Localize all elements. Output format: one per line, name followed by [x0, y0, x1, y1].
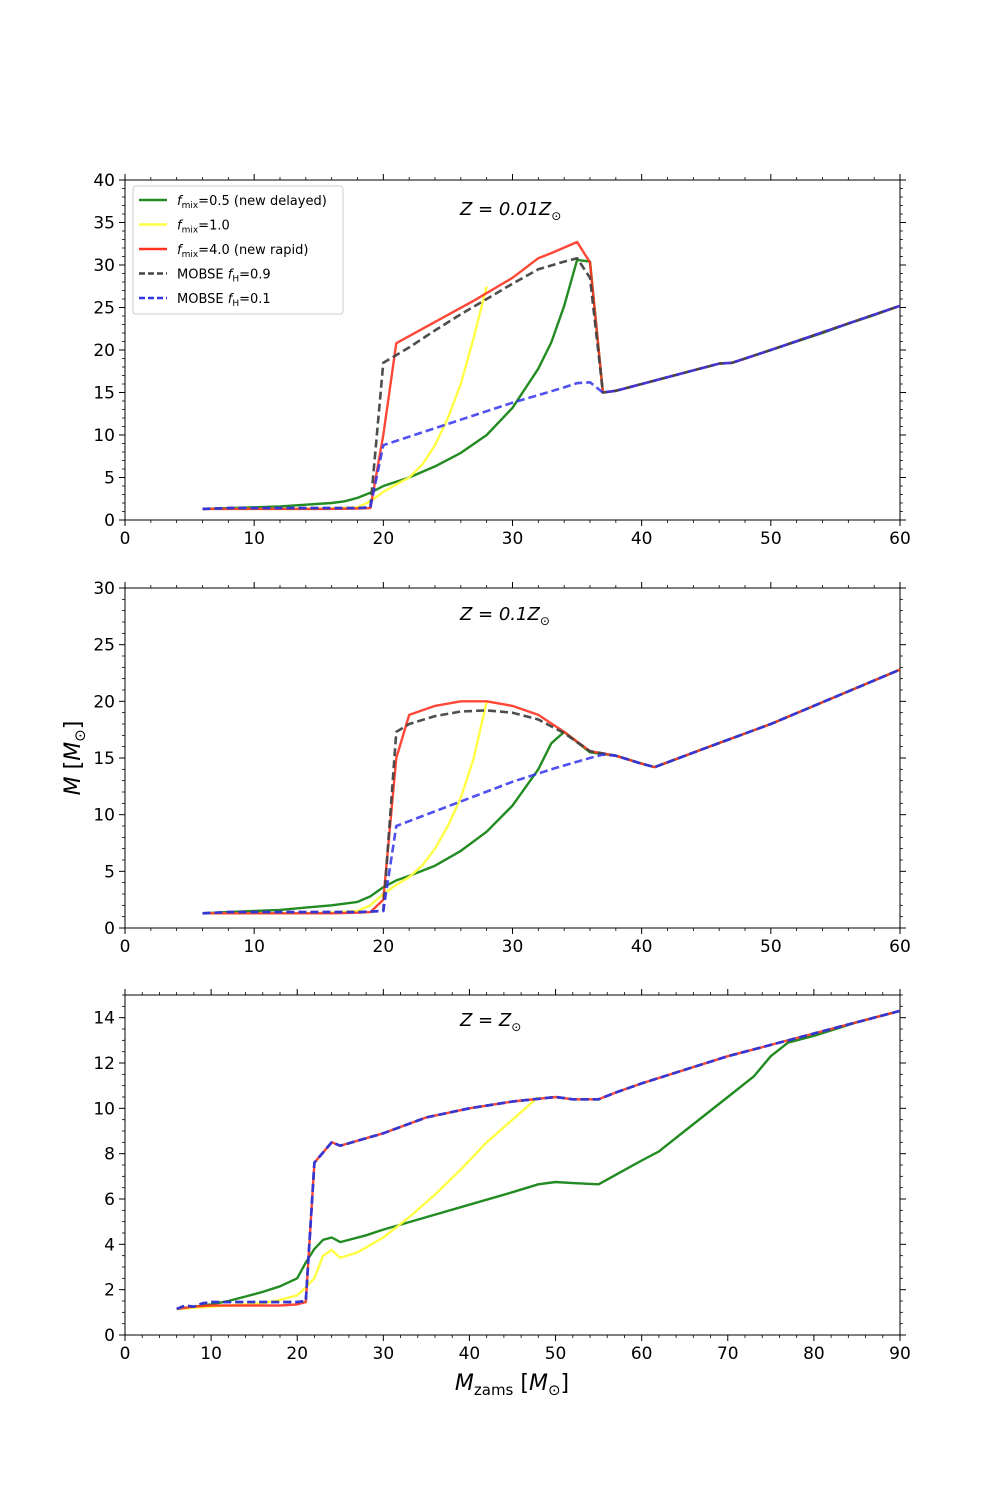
y-tick-label: 25: [93, 299, 115, 319]
x-tick-label: 30: [373, 1344, 395, 1364]
x-axis-title: Mzams [M⊙]: [455, 1371, 569, 1399]
x-tick-label: 30: [502, 937, 524, 957]
y-tick-label: 40: [93, 171, 115, 191]
x-tick-label: 70: [717, 1344, 739, 1364]
x-tick-label: 20: [286, 1344, 308, 1364]
legend-items: fmix=0.5 (new delayed) fmix=1.0 fmix=4.0 (…: [139, 194, 327, 309]
y-tick-label: 5: [104, 469, 115, 489]
y-tick-label: 20: [93, 692, 115, 712]
y-tick-label: 10: [93, 806, 115, 826]
y-tick-label: 30: [93, 256, 115, 276]
x-tick-label: 30: [502, 529, 524, 549]
y-tick-label: 4: [104, 1235, 115, 1255]
y-tick-label: 8: [104, 1145, 115, 1165]
x-tick-label: 60: [889, 529, 911, 549]
y-tick-label: 30: [93, 579, 115, 599]
legend-label: fmix=1.0: [177, 219, 230, 236]
legend-label: MOBSE fH=0.1: [177, 292, 271, 309]
x-tick-label: 60: [889, 937, 911, 957]
x-tick-label: 80: [803, 1344, 825, 1364]
series-layer: [176, 1009, 900, 1311]
x-tick-label: 20: [373, 529, 395, 549]
tick-layer: 0 10 20 30 40 50 60 70 80 90 0 2 4 6 8 10 12 14: [93, 989, 911, 1364]
panel-label: Z = 0.01Z⊙: [459, 199, 561, 223]
y-tick-label: 6: [104, 1190, 115, 1210]
series-layer: [202, 668, 900, 915]
y-tick-label: 0: [104, 1326, 115, 1346]
x-tick-label: 20: [373, 937, 395, 957]
y-tick-label: 2: [104, 1281, 115, 1301]
panel-z-0.1: 0 10 20 30 40 50 60 0 5 10 15 20 25 30 Z = 0.1Z⊙ M [M…: [61, 579, 911, 957]
x-tick-label: 40: [459, 1344, 481, 1364]
series-line: [202, 304, 900, 511]
y-tick-label: 10: [93, 1099, 115, 1119]
y-tick-label: 0: [104, 511, 115, 531]
x-tick-label: 40: [631, 937, 653, 957]
x-tick-label: 50: [545, 1344, 567, 1364]
panel-z-0.01: 0 10 20 30 40 50 60 0 5 10 15 20 25 30 35 40 Z = 0.01Z⊙…: [93, 171, 910, 549]
x-tick-label: 10: [200, 1344, 222, 1364]
y-tick-label: 12: [93, 1054, 115, 1074]
panel-label: Z = 0.1Z⊙: [459, 604, 550, 628]
y-tick-label: 14: [93, 1009, 115, 1029]
y-tick-label: 0: [104, 919, 115, 939]
series-line: [176, 1009, 900, 1311]
legend: fmix=0.5 (new delayed) fmix=1.0 fmix=4.0 (…: [132, 185, 344, 315]
y-tick-label: 10: [93, 426, 115, 446]
series-line: [176, 1009, 900, 1311]
y-tick-label: 5: [104, 862, 115, 882]
x-tick-label: 40: [631, 529, 653, 549]
x-tick-label: 0: [120, 1344, 131, 1364]
legend-label: fmix=4.0 (new rapid): [177, 243, 308, 260]
y-tick-label: 25: [93, 636, 115, 656]
series-layer: [202, 240, 900, 511]
x-tick-label: 50: [760, 937, 782, 957]
x-tick-label: 10: [243, 529, 265, 549]
x-tick-label: 0: [120, 937, 131, 957]
y-tick-label: 20: [93, 341, 115, 361]
tick-layer: 0 10 20 30 40 50 60 0 5 10 15 20 25 30: [93, 579, 910, 957]
x-tick-label: 60: [631, 1344, 653, 1364]
panel-label: Z = Z⊙: [459, 1010, 521, 1034]
legend-box: [132, 185, 344, 315]
y-tick-label: 35: [93, 214, 115, 234]
panel-z-solar: 0 10 20 30 40 50 60 70 80 90 0 2 4 6 8 10 12 14 Z = Z⊙ Mz…: [93, 989, 911, 1399]
x-tick-label: 90: [889, 1344, 911, 1364]
y-axis-title: M [M⊙]: [61, 721, 89, 796]
legend-label: fmix=0.5 (new delayed): [177, 194, 327, 211]
tick-layer: 0 10 20 30 40 50 60 0 5 10 15 20 25 30 35 40: [93, 171, 910, 549]
x-tick-label: 10: [243, 937, 265, 957]
series-line: [202, 668, 900, 915]
legend-label: MOBSE fH=0.9: [177, 268, 271, 285]
x-tick-label: 0: [120, 529, 131, 549]
y-tick-label: 15: [93, 384, 115, 404]
x-tick-label: 50: [760, 529, 782, 549]
y-tick-label: 15: [93, 749, 115, 769]
